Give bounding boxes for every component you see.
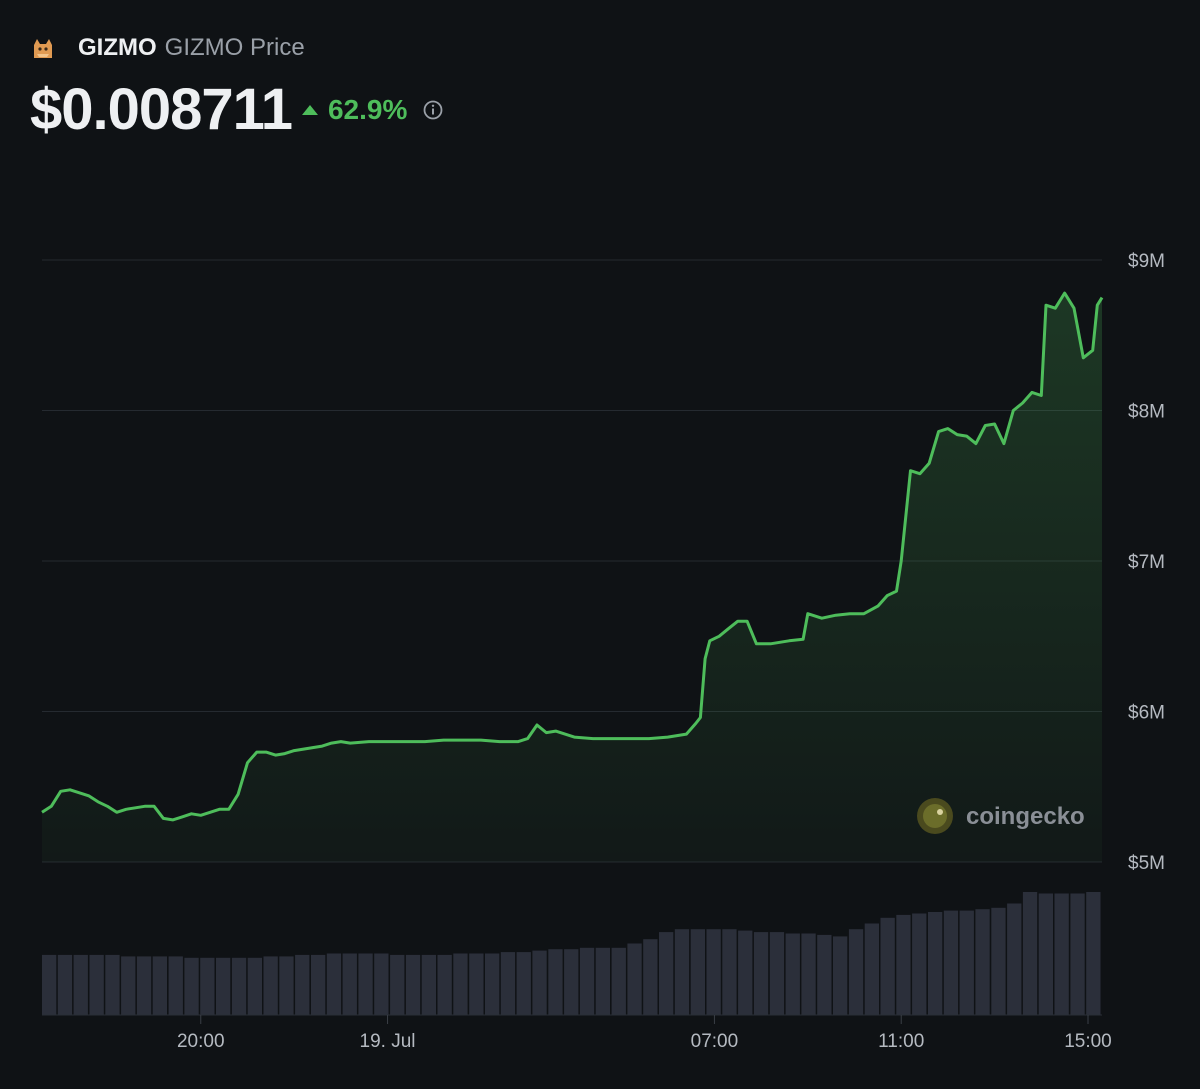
- y-tick-label: $6M: [1128, 703, 1165, 724]
- volume-bar: [1054, 893, 1069, 1015]
- volume-bar: [1022, 892, 1038, 1015]
- volume-bar: [627, 943, 642, 1015]
- volume-bar: [595, 947, 610, 1015]
- volume-bar: [722, 929, 737, 1015]
- volume-bar: [896, 914, 911, 1015]
- price-line: [41, 291, 1104, 822]
- volume-bar: [564, 949, 579, 1015]
- volume-bar: [706, 929, 721, 1015]
- x-tick-label: 07:00: [691, 1031, 739, 1052]
- volume-bar: [833, 936, 848, 1016]
- volume-bar: [801, 933, 816, 1015]
- x-tick-label: 19. Jul: [360, 1031, 416, 1052]
- volume-bar: [390, 954, 405, 1015]
- header: GIZMO GIZMO Price $0.008711 62.9%: [30, 30, 443, 143]
- volume-bar: [738, 930, 753, 1015]
- volume-bar: [991, 907, 1006, 1016]
- volume-bar: [453, 953, 468, 1015]
- volume-bar: [152, 956, 167, 1015]
- volume-bar: [864, 923, 879, 1015]
- volume-bar: [579, 947, 595, 1015]
- price-area-fill: [42, 293, 1102, 863]
- volume-bar: [690, 929, 705, 1015]
- volume-bar: [753, 932, 769, 1015]
- volume-bar: [674, 929, 690, 1015]
- price-change-badge: 62.9%: [301, 93, 408, 126]
- price-change-value: 62.9%: [327, 93, 408, 125]
- volume-bar: [500, 952, 516, 1015]
- caret-up-icon: [301, 104, 318, 115]
- volume-bar: [405, 954, 421, 1015]
- volume-bar: [437, 954, 452, 1015]
- volume-bar: [421, 954, 436, 1015]
- x-axis: 20:00 19. Jul 07:00 11:00 15:00: [177, 1015, 1112, 1052]
- volume-bar: [532, 950, 547, 1015]
- token-subtitle: GIZMO Price: [164, 34, 305, 61]
- volume-bar: [247, 957, 262, 1015]
- volume-bar: [279, 956, 294, 1015]
- y-axis: $5M $6M $7M $8M $9M: [1128, 251, 1165, 874]
- y-tick-label: $5M: [1128, 853, 1165, 874]
- current-price: $0.008711: [30, 77, 293, 142]
- volume-bar: [1086, 892, 1101, 1015]
- volume-bar: [516, 952, 531, 1015]
- price-row: $0.008711 62.9%: [30, 76, 443, 143]
- y-tick-label: $8M: [1128, 402, 1165, 423]
- y-tick-label: $9M: [1128, 251, 1165, 272]
- volume-bar: [311, 954, 326, 1015]
- volume-bar: [295, 954, 310, 1015]
- volume-bar: [105, 954, 120, 1015]
- volume-bar: [943, 910, 959, 1015]
- volume-bar: [1007, 903, 1022, 1015]
- volume-bar: [342, 953, 357, 1015]
- volume-bar: [912, 913, 927, 1015]
- volume-bar: [611, 947, 626, 1015]
- volume-bar: [769, 932, 785, 1015]
- x-tick-label: 20:00: [177, 1031, 225, 1052]
- watermark: coingecko: [917, 798, 1085, 834]
- volume-bar: [89, 954, 104, 1015]
- volume-bar: [928, 912, 943, 1015]
- volume-bar: [975, 909, 990, 1015]
- token-name: GIZMO: [78, 34, 157, 61]
- volume-bar: [548, 949, 563, 1015]
- info-icon[interactable]: [423, 100, 443, 120]
- x-tick-label: 15:00: [1064, 1031, 1112, 1052]
- cat-logo-icon: [34, 39, 52, 58]
- volume-bar: [136, 956, 152, 1015]
- volume-bar: [643, 939, 658, 1015]
- volume-bar: [358, 953, 373, 1015]
- volume-bar: [1070, 893, 1085, 1015]
- volume-bar: [1038, 893, 1053, 1015]
- volume-bar: [216, 957, 231, 1015]
- volume-bar: [326, 953, 342, 1015]
- volume-bar: [659, 932, 674, 1015]
- volume-bar: [57, 954, 73, 1015]
- volume-bar: [121, 956, 136, 1015]
- volume-bar: [959, 910, 974, 1015]
- volume-bar: [374, 953, 389, 1015]
- volume-bars: [42, 892, 1101, 1016]
- volume-bar: [200, 957, 215, 1015]
- volume-bar: [263, 956, 278, 1015]
- volume-bar: [485, 953, 500, 1015]
- volume-bar: [231, 957, 247, 1015]
- title-row: GIZMO GIZMO Price: [30, 30, 443, 66]
- volume-bar: [184, 957, 199, 1015]
- volume-bar: [848, 929, 864, 1015]
- volume-bar: [785, 933, 800, 1015]
- volume-bar: [817, 934, 832, 1015]
- volume-bar: [880, 917, 895, 1015]
- y-tick-label: $7M: [1128, 552, 1165, 573]
- volume-bar: [469, 953, 484, 1015]
- volume-bar: [168, 956, 183, 1015]
- x-tick-label: 11:00: [878, 1031, 924, 1052]
- watermark-text: coingecko: [966, 803, 1085, 830]
- volume-bar: [42, 954, 57, 1015]
- volume-bar: [73, 954, 88, 1015]
